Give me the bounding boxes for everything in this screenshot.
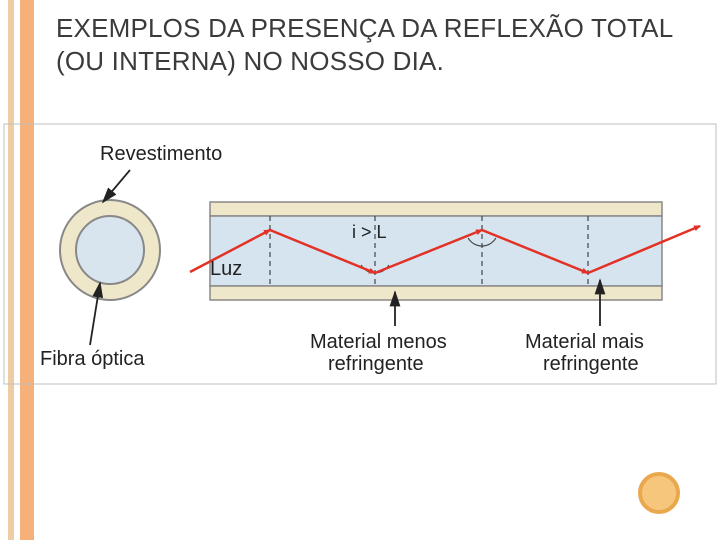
svg-text:i > L: i > L	[352, 222, 387, 242]
svg-text:Material menos: Material menos	[310, 331, 447, 353]
fiber-optic-diagram: Revestimento Fibra óptica Luz i > L Material…	[0, 120, 720, 420]
slide-title: EXEMPLOS DA PRESENÇA DA REFLEXÃO TOTAL (…	[56, 12, 696, 77]
svg-text:Revestimento: Revestimento	[100, 143, 222, 165]
slide-root: { "title": "EXEMPLOS DA PRESENÇA DA REFL…	[0, 0, 720, 540]
decorative-dot	[638, 472, 680, 514]
svg-text:Material mais: Material mais	[525, 331, 644, 353]
svg-text:Fibra óptica: Fibra óptica	[40, 348, 145, 370]
svg-text:refringente: refringente	[328, 353, 424, 375]
svg-text:Luz: Luz	[210, 258, 242, 280]
svg-text:refringente: refringente	[543, 353, 639, 375]
